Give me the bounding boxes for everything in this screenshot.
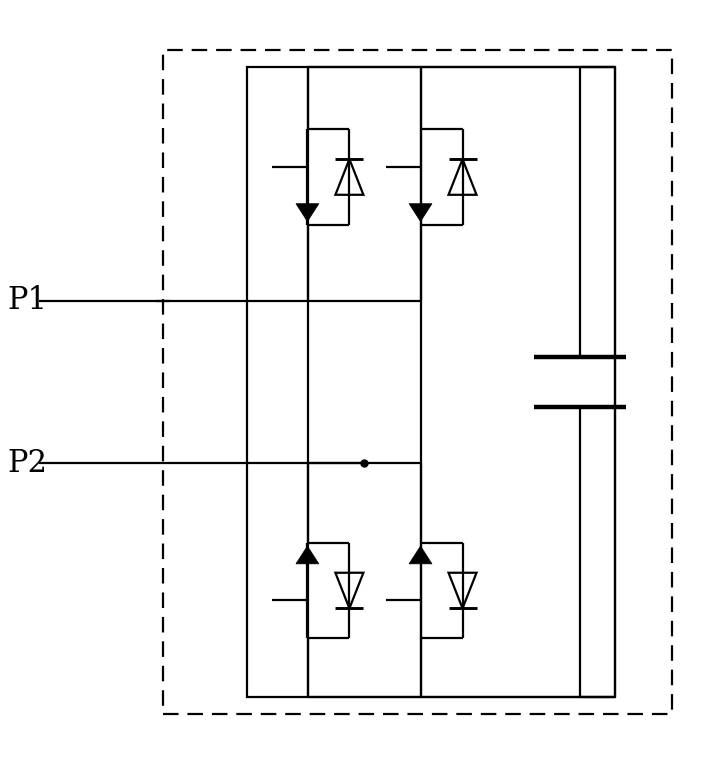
Text: P2: P2 (7, 448, 47, 479)
Bar (247, 67, 615, 697)
Polygon shape (409, 546, 432, 564)
Text: P1: P1 (7, 285, 47, 316)
Polygon shape (296, 204, 319, 222)
Polygon shape (409, 204, 432, 222)
Bar (163, 50, 672, 714)
Polygon shape (296, 546, 319, 564)
